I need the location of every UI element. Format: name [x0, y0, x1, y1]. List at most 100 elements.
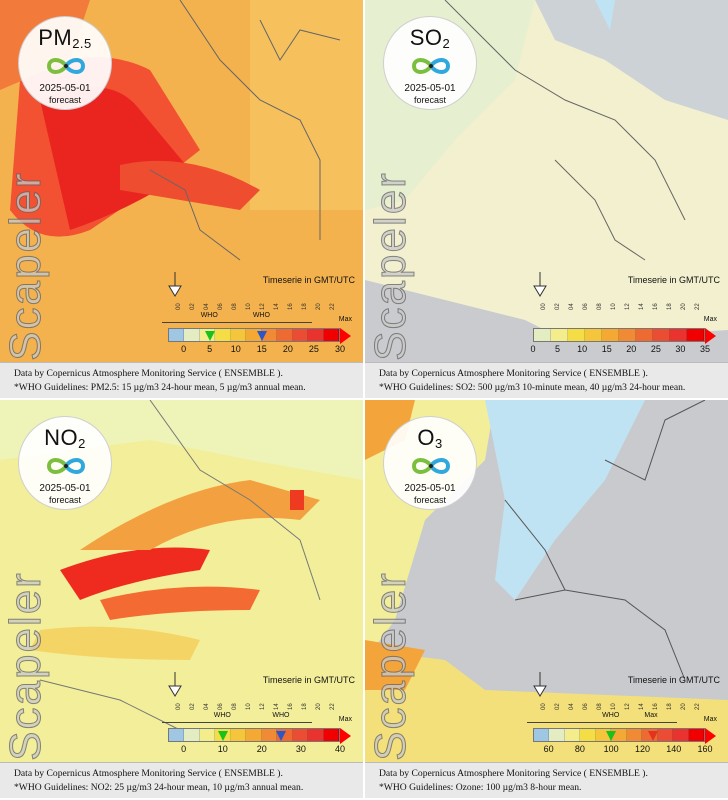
scale-tick-label: 15	[256, 344, 267, 354]
who-guideline-line	[162, 722, 312, 723]
color-swatch	[585, 329, 602, 341]
hour-labels: 00 02 04 06 08 10 12 14 16 18 20 22	[531, 296, 711, 318]
scale-tick-label: 0	[181, 344, 187, 354]
color-swatch	[230, 329, 247, 341]
hour-label: 22	[330, 303, 336, 310]
hour-labels: 00 02 04 06 08 10 12 14 16 18 20 22	[531, 696, 711, 718]
scale-tick-label: 120	[634, 744, 650, 754]
color-swatch	[184, 729, 200, 741]
scale-tick-label: 25	[308, 344, 319, 354]
hour-label: 10	[246, 303, 252, 310]
color-swatch	[670, 329, 687, 341]
species-label: PM2.5	[38, 25, 92, 51]
species-badge: SO2 2025-05-01 forecast	[383, 16, 477, 110]
hour-label: 12	[625, 303, 631, 310]
hour-label: 00	[176, 703, 182, 710]
color-swatch	[292, 729, 309, 741]
color-swatch	[199, 729, 216, 741]
color-swatch	[580, 729, 596, 741]
scale-tick-label: 10	[217, 744, 228, 754]
hour-label: 18	[667, 303, 673, 310]
forecast-label: forecast	[413, 95, 446, 105]
species-badge: PM2.5 2025-05-01 forecast	[18, 16, 112, 110]
max-label: Max	[703, 316, 717, 323]
infinity-logo-icon	[46, 458, 86, 474]
color-swatch	[568, 329, 585, 341]
forecast-date: 2025-05-01	[404, 83, 456, 94]
forecast-label: forecast	[48, 95, 81, 105]
max-label: Max	[338, 316, 352, 323]
infinity-logo-icon	[411, 58, 451, 74]
color-scale-bar	[168, 328, 351, 344]
timeserie-label: Timeserie in GMT/UTC	[262, 275, 355, 285]
caption-source: Data by Copernicus Atmosphere Monitoring…	[14, 768, 283, 779]
scale-tick-label: 160	[697, 744, 713, 754]
who-guideline-line	[527, 722, 677, 723]
color-swatch	[551, 329, 568, 341]
scale-tick-label: 10	[230, 344, 241, 354]
hour-label: 14	[639, 303, 645, 310]
panel-so2: SO2 2025-05-01 forecast Scapeler Timeser…	[365, 0, 728, 398]
hour-label: 02	[555, 303, 561, 310]
caption: Data by Copernicus Atmosphere Monitoring…	[0, 362, 363, 398]
scale-ticks: 60 80 100 120 140 160	[525, 744, 725, 758]
color-swatch	[534, 729, 550, 741]
color-swatch	[602, 329, 619, 341]
hour-label: 08	[597, 303, 603, 310]
hour-label: 22	[330, 703, 336, 710]
hour-label: 18	[302, 703, 308, 710]
forecast-date: 2025-05-01	[404, 483, 456, 494]
hour-label: 22	[695, 703, 701, 710]
timeserie-label: Timeserie in GMT/UTC	[262, 675, 355, 685]
color-scale-bar	[533, 728, 716, 744]
max-arrow-icon	[705, 728, 716, 744]
color-swatch	[534, 329, 551, 341]
max-label: Max	[703, 716, 717, 723]
hour-label: 08	[232, 303, 238, 310]
timeserie-label: Timeserie in GMT/UTC	[627, 675, 720, 685]
scale-tick-label: 25	[650, 344, 661, 354]
color-swatch	[215, 329, 231, 341]
hour-label: 00	[541, 703, 547, 710]
caption-source: Data by Copernicus Atmosphere Monitoring…	[14, 368, 283, 379]
color-scale-bar	[533, 328, 716, 344]
color-swatch	[657, 729, 674, 741]
caption: Data by Copernicus Atmosphere Monitoring…	[0, 762, 363, 798]
who-tag: WHO	[272, 712, 290, 719]
color-legend: 00 02 04 06 08 10 12 14 16 18 20 22 Max 60 80 100 120 140…	[525, 696, 725, 762]
scale-tick-label: 20	[256, 744, 267, 754]
panel-o3: O3 2025-05-01 forecast Scapeler Timeseri…	[365, 400, 728, 798]
who-marker-icon	[204, 331, 215, 341]
caption-who-guidelines: *WHO Guidelines: PM2.5: 15 µg/m3 24-hour…	[14, 382, 306, 393]
time-pointer-icon	[168, 272, 182, 297]
scale-tick-label: 35	[699, 344, 711, 354]
color-swatch	[564, 729, 581, 741]
who-marker-icon	[606, 731, 617, 741]
brand-watermark: Scapeler	[366, 171, 416, 362]
color-swatch	[292, 329, 309, 341]
color-swatch	[323, 329, 339, 341]
hour-label: 16	[288, 303, 294, 310]
forecast-label: forecast	[48, 495, 81, 505]
hour-label: 06	[218, 703, 224, 710]
hour-label: 10	[246, 703, 252, 710]
scale-tick-label: 40	[334, 744, 346, 754]
hour-label: 10	[611, 303, 617, 310]
hour-label: 20	[681, 703, 687, 710]
so2-map	[365, 0, 728, 362]
scale-ticks: 0 10 20 30 40	[160, 744, 360, 758]
hour-label: 12	[260, 303, 266, 310]
species-label: SO2	[409, 25, 451, 51]
color-swatch	[246, 729, 262, 741]
hour-label: 06	[583, 303, 589, 310]
hour-label: 14	[639, 703, 645, 710]
color-swatch	[230, 729, 247, 741]
caption-who-guidelines: *WHO Guidelines: SO2: 500 µg/m3 10-minut…	[379, 382, 686, 393]
scale-tick-label: 0	[530, 344, 536, 354]
hour-label: 06	[583, 703, 589, 710]
hour-label: 02	[555, 703, 561, 710]
hour-label: 00	[176, 303, 182, 310]
caption: Data by Copernicus Atmosphere Monitoring…	[365, 762, 728, 798]
color-swatch	[308, 729, 324, 741]
infinity-logo-icon	[46, 58, 86, 74]
